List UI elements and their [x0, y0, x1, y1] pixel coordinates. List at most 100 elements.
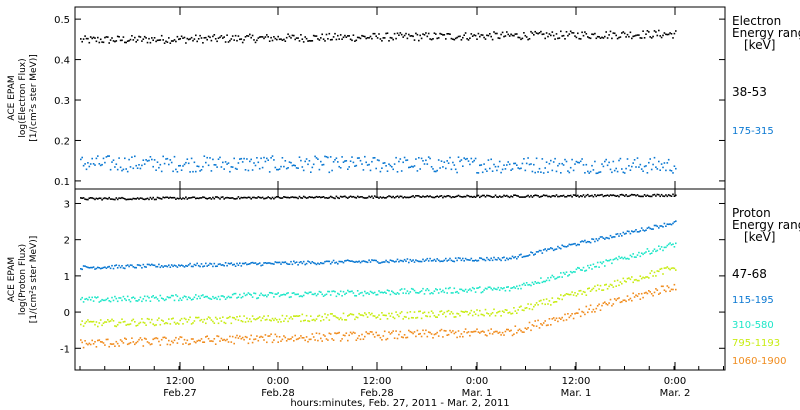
data-point	[494, 258, 497, 261]
data-point	[345, 160, 348, 162]
data-point	[514, 162, 517, 165]
data-point	[136, 340, 139, 343]
data-point	[466, 311, 468, 313]
data-point	[443, 195, 446, 198]
data-point	[400, 336, 403, 338]
data-point	[207, 316, 210, 318]
data-point	[214, 38, 217, 40]
data-point	[636, 34, 639, 36]
data-point	[547, 248, 549, 250]
data-point	[114, 345, 116, 347]
data-point	[165, 158, 167, 160]
legend-title: [keV]	[744, 230, 775, 244]
data-point	[599, 261, 602, 264]
data-point	[385, 259, 387, 262]
data-point	[170, 340, 173, 343]
data-point	[648, 290, 650, 292]
data-point	[359, 37, 362, 40]
data-point	[574, 242, 576, 245]
data-point	[227, 295, 230, 298]
data-point	[456, 171, 458, 174]
data-point	[562, 271, 565, 274]
data-point	[365, 261, 367, 263]
legend-entry-310-580: 310-580	[732, 320, 774, 331]
data-point	[358, 293, 360, 295]
data-point	[195, 294, 197, 296]
data-point	[422, 287, 424, 290]
data-point	[460, 310, 463, 313]
data-point	[111, 161, 113, 163]
data-point	[479, 257, 481, 259]
data-point	[636, 231, 639, 233]
data-point	[239, 293, 241, 296]
data-point	[115, 163, 118, 165]
data-point	[554, 278, 556, 280]
data-point	[82, 301, 85, 303]
data-point	[525, 307, 528, 309]
data-point	[318, 332, 321, 335]
data-point	[667, 33, 670, 36]
data-point	[568, 293, 571, 296]
data-point	[439, 195, 441, 197]
data-point	[521, 256, 524, 258]
data-point	[118, 197, 120, 199]
data-point	[632, 231, 634, 233]
data-point	[129, 38, 132, 41]
data-point	[126, 170, 129, 173]
data-point	[667, 267, 670, 270]
data-point	[418, 260, 420, 263]
data-point	[382, 261, 385, 263]
data-point	[663, 222, 666, 225]
data-point	[592, 195, 595, 198]
data-point	[491, 196, 494, 198]
data-point	[572, 169, 575, 172]
data-point	[187, 38, 190, 41]
data-point	[139, 337, 142, 339]
data-point	[578, 161, 580, 164]
data-point	[91, 197, 93, 199]
data-point	[409, 196, 412, 198]
data-point	[552, 161, 555, 163]
data-point	[582, 240, 585, 243]
data-point	[571, 158, 573, 161]
data-point	[663, 267, 666, 269]
data-point	[143, 163, 146, 165]
data-point	[129, 342, 132, 344]
data-point	[459, 160, 461, 163]
data-point	[99, 319, 102, 321]
data-point	[116, 342, 119, 345]
data-point	[626, 230, 629, 232]
data-point	[487, 313, 490, 315]
data-point	[148, 263, 150, 266]
data-point	[587, 36, 589, 38]
data-point	[246, 263, 248, 266]
data-point	[527, 327, 529, 329]
data-point	[540, 299, 542, 302]
data-point	[484, 168, 487, 171]
data-point	[145, 324, 147, 326]
data-point	[613, 280, 616, 282]
data-point	[287, 292, 289, 294]
data-point	[310, 196, 312, 199]
data-point	[531, 196, 534, 198]
data-point	[329, 39, 332, 41]
data-point	[650, 228, 653, 230]
data-point	[508, 163, 511, 166]
data-point	[504, 289, 507, 292]
data-point	[156, 265, 159, 268]
data-point	[557, 276, 559, 279]
data-point	[219, 156, 221, 159]
data-point	[534, 171, 536, 174]
data-point	[544, 194, 546, 197]
data-point	[555, 277, 558, 280]
data-point	[611, 171, 613, 174]
data-point	[628, 165, 630, 167]
data-point	[483, 314, 485, 317]
data-point	[274, 166, 277, 169]
data-point	[195, 341, 197, 344]
data-point	[393, 317, 396, 320]
data-point	[210, 198, 213, 200]
data-point	[260, 36, 262, 38]
data-point	[599, 37, 602, 39]
data-point	[613, 236, 616, 238]
